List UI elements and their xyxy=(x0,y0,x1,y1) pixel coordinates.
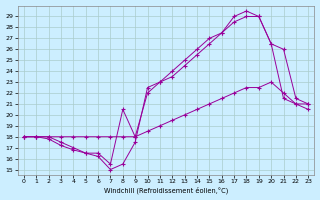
X-axis label: Windchill (Refroidissement éolien,°C): Windchill (Refroidissement éolien,°C) xyxy=(104,187,228,194)
